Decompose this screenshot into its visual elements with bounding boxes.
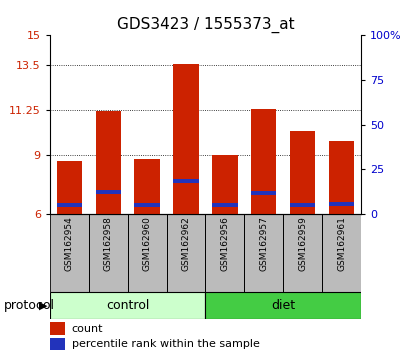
Bar [128,214,166,292]
Text: GSM162958: GSM162958 [104,217,112,272]
Bar [290,203,315,207]
Bar [89,214,128,292]
Text: GSM162960: GSM162960 [143,217,151,272]
Bar [134,203,160,207]
Text: count: count [71,324,103,333]
Bar [50,292,205,319]
Bar [173,64,199,214]
Bar [283,214,322,292]
Bar [134,159,160,214]
Bar [329,141,354,214]
Bar [322,214,361,292]
Text: GSM162961: GSM162961 [337,217,346,272]
Bar [329,202,354,206]
Bar [205,214,244,292]
Bar [173,179,199,183]
Text: GSM162962: GSM162962 [181,217,190,271]
Bar [50,214,89,292]
Bar [212,155,237,214]
Bar [251,191,276,195]
Bar [251,109,276,214]
Bar [95,190,121,194]
Bar [290,131,315,214]
Text: diet: diet [271,299,295,312]
Text: percentile rank within the sample: percentile rank within the sample [71,339,259,349]
Bar [56,203,82,207]
Bar [56,161,82,214]
Bar [205,292,361,319]
Title: GDS3423 / 1555373_at: GDS3423 / 1555373_at [117,16,294,33]
Text: GSM162957: GSM162957 [259,217,268,272]
Bar [95,111,121,214]
Bar [50,338,66,350]
Bar [166,214,205,292]
Text: control: control [106,299,149,312]
Text: protocol: protocol [4,299,55,312]
Text: ▶: ▶ [39,300,48,310]
Bar [244,214,283,292]
Text: GSM162959: GSM162959 [298,217,307,272]
Text: GSM162956: GSM162956 [220,217,229,272]
Bar [50,322,66,335]
Bar [212,203,237,207]
Text: GSM162954: GSM162954 [65,217,74,271]
